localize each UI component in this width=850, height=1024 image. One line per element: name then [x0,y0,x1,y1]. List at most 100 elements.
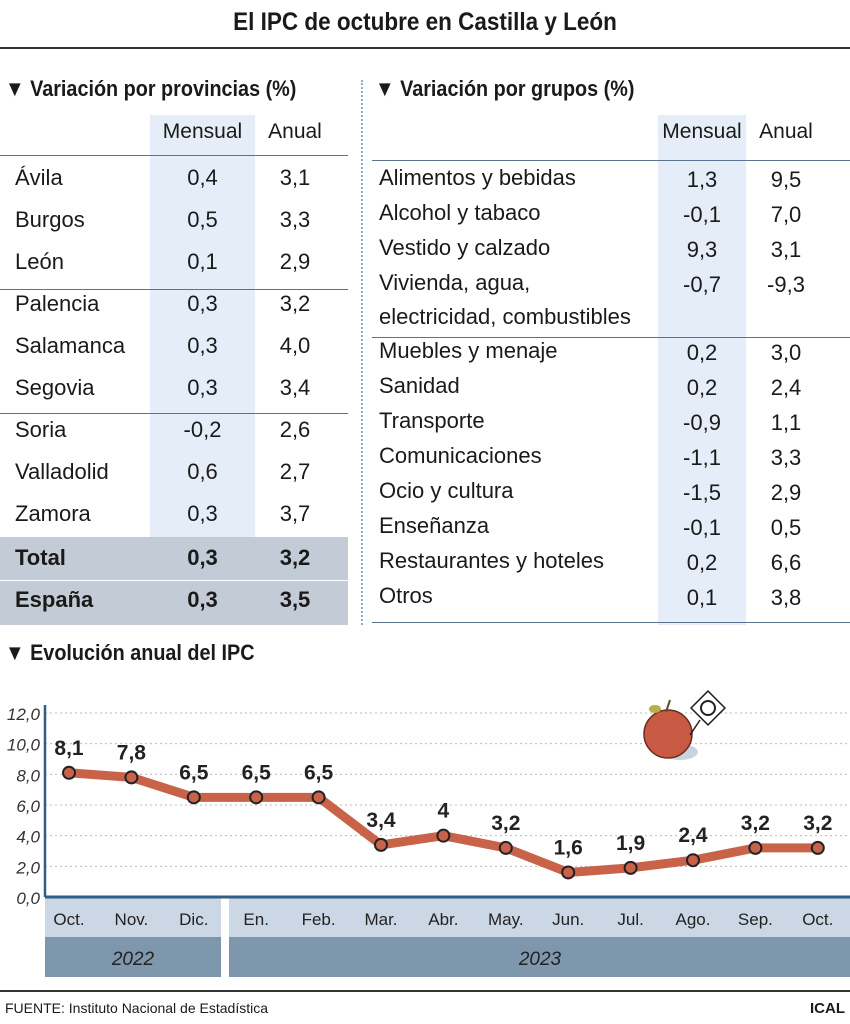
year-band [45,937,221,977]
anual-value: 3,2 [279,545,311,570]
mensual-value: 0,3 [187,291,218,316]
divider [0,990,850,992]
mensual-value: 0,2 [686,550,718,575]
source-note: FUENTE: Instituto Nacional de Estadístic… [5,1000,268,1016]
anual-value: 3,7 [279,501,311,526]
group-name: Vestido y calzado [379,235,551,260]
y-tick-label: 2,0 [15,858,40,877]
y-tick-label: 6,0 [16,797,40,816]
mensual-value: -0,2 [183,417,222,442]
mensual-column-bg [658,115,746,625]
province-name: León [15,249,64,274]
data-point [311,790,326,805]
mensual-value: -1,5 [683,480,721,505]
x-tick-label: May. [488,910,524,929]
data-label: 3,2 [491,812,520,835]
provincias-heading-text: Variación por provincias (%) [30,76,297,101]
anual-value: 3,4 [279,375,311,400]
row-divider [0,289,348,290]
x-tick-label: Nov. [115,910,149,929]
group-name: Sanidad [379,373,460,398]
y-tick-label: 8,0 [16,766,40,785]
x-tick-label: Jun. [552,910,584,929]
anual-value: 3,1 [770,237,802,262]
anual-value: 3,5 [279,587,311,612]
group-name: Restaurantes y hoteles [379,548,605,573]
brand-logo: ICAL [810,1000,845,1017]
province-name: Total [15,545,66,570]
anual-value: 2,9 [770,480,802,505]
province-name: Zamora [15,501,91,526]
data-label: 1,9 [616,832,645,855]
x-tick-label: Feb. [302,910,336,929]
province-name: Ávila [15,165,63,190]
provincias-heading: ▼ Variación por provincias (%) [5,76,297,101]
anual-value: 2,7 [279,459,311,484]
mensual-value: -0,1 [683,202,721,227]
province-name: Salamanca [15,333,126,358]
data-label: 3,2 [803,812,832,835]
data-label: 3,2 [741,812,770,835]
province-name: Palencia [15,291,100,316]
anual-value: 3,3 [770,445,802,470]
data-label: 3,4 [366,809,396,832]
group-name: Ocio y cultura [379,478,514,503]
group-name: Vivienda, agua, electricidad, combustibl… [379,270,631,329]
group-name: Muebles y menaje [379,338,558,363]
x-tick-label: Mar. [364,910,397,929]
month-band [229,897,850,937]
x-tick-label: Oct. [802,910,833,929]
data-label: 8,1 [54,737,84,760]
anual-value: -9,3 [767,272,805,297]
month-band [45,897,221,937]
apple-euro-icon [643,690,727,760]
mensual-value: 0,3 [187,333,218,358]
column-header: Mensual [162,120,243,143]
anual-value: 3,2 [279,291,311,316]
anual-value: 3,3 [279,207,311,232]
mensual-value: 9,3 [686,237,718,262]
mensual-value: 0,3 [187,587,218,612]
data-label: 6,5 [179,761,209,784]
chart-title: Evolución anual del IPC [30,640,255,665]
year-label: 2023 [518,949,562,970]
mensual-value: 0,3 [187,545,218,570]
anual-value: 7,0 [770,202,802,227]
provincias-table: Mensual Anual Ávila 0,4 3,1 Burgos 0,5 3,3 León 0… [0,0,348,630]
anual-value: 9,5 [770,167,802,192]
y-tick-label: 12,0 [7,705,41,724]
y-tick-label: 0,0 [16,889,40,908]
x-tick-label: Dic. [179,910,208,929]
x-tick-label: En. [243,910,269,929]
mensual-value: 0,5 [187,207,218,232]
data-point [62,765,76,780]
data-label: 4 [438,800,450,823]
line-chart: 0,0 2,0 4,0 6,0 8,0 10,0 12,0 Oct. Nov. Dic. En. Fe… [7,690,850,977]
anual-value: 2,6 [279,417,311,442]
data-point [436,828,451,843]
mensual-value: 0,4 [187,165,218,190]
mensual-value: 0,3 [187,375,218,400]
row-divider [0,155,348,156]
data-label: 2,4 [678,824,708,847]
province-name: Segovia [15,375,95,400]
data-point [748,840,763,855]
mensual-value: -0,9 [683,410,721,435]
x-tick-label: Abr. [428,910,458,929]
anual-value: 2,4 [770,375,802,400]
chart-heading: ▼ Evolución anual del IPC [5,640,255,665]
section-divider [361,80,363,625]
x-tick-label: Oct. [53,910,84,929]
column-header: Mensual [662,120,742,143]
data-point [186,790,201,805]
mensual-value: 0,2 [686,340,718,365]
data-point [249,790,264,805]
x-tick-label: Ago. [676,910,711,929]
data-label: 7,8 [117,741,147,764]
page-title: El IPC de octubre en Castilla y León [233,8,617,36]
row-divider [372,337,850,338]
column-header: Anual [268,120,322,143]
data-point [374,837,388,852]
year-band [229,937,850,977]
province-name: Soria [15,417,67,442]
